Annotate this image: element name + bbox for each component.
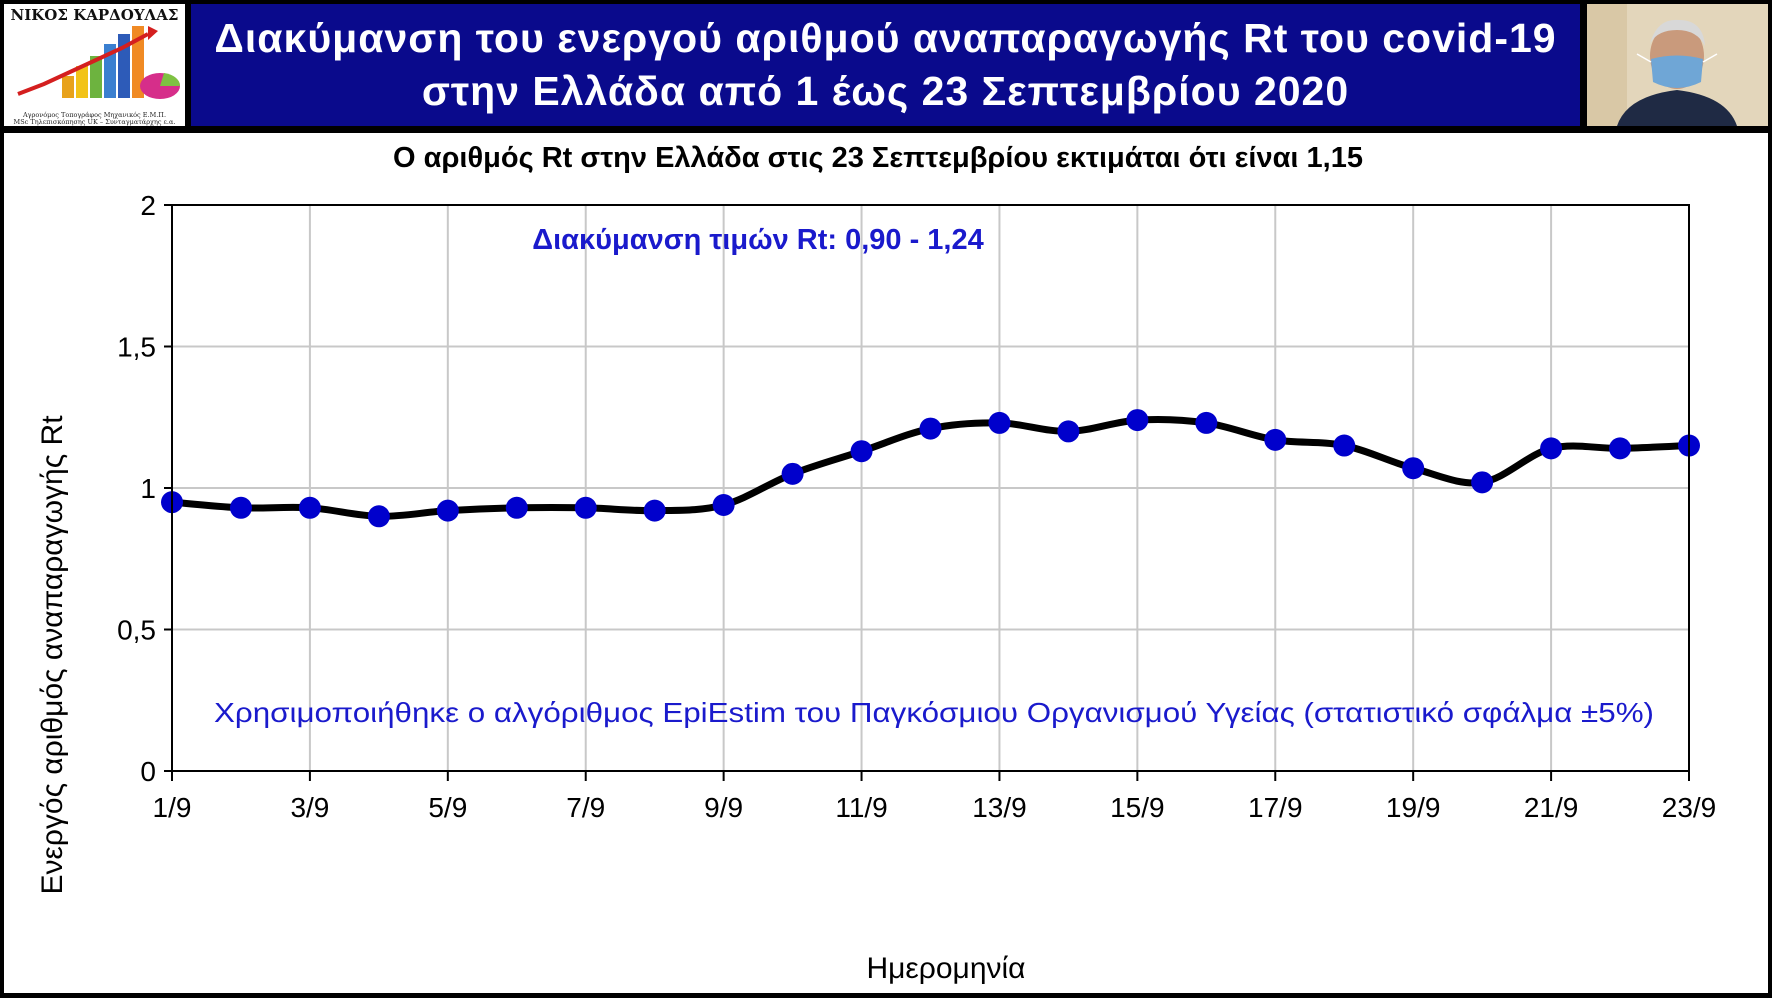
data-point: [505, 496, 528, 519]
data-point: [643, 499, 666, 522]
x-tick-label: 5/9: [428, 792, 467, 823]
data-point: [781, 462, 804, 485]
data-point: [1402, 457, 1425, 480]
y-tick-label: 2: [140, 190, 156, 221]
y-tick-label: 1: [140, 473, 156, 504]
x-tick-label: 15/9: [1110, 792, 1165, 823]
header: ΝΙΚΟΣ ΚΑΡΔΟΥΛΑΣ Αγρονόμος Τοπογράφος Μηχ…: [0, 0, 1772, 131]
data-point: [1264, 428, 1287, 451]
x-tick-label: 17/9: [1248, 792, 1303, 823]
data-point: [1471, 471, 1494, 494]
y-tick-label: 0,5: [117, 615, 156, 646]
x-axis-label: Ημερομηνία: [866, 952, 1025, 985]
logo-chart-icon: [17, 26, 181, 99]
data-point: [712, 493, 735, 516]
title-banner: Διακύμανση του ενεργού αριθμού αναπαραγω…: [191, 4, 1580, 126]
data-point: [1126, 409, 1149, 432]
data-point: [574, 496, 597, 519]
x-tick-label: 9/9: [704, 792, 743, 823]
x-tick-label: 19/9: [1386, 792, 1441, 823]
data-point: [1540, 437, 1563, 460]
x-tick-label: 3/9: [290, 792, 329, 823]
x-tick-label: 11/9: [835, 792, 887, 823]
data-point: [1057, 420, 1080, 443]
x-tick-label: 13/9: [972, 792, 1027, 823]
author-portrait-image: [1587, 4, 1768, 126]
data-point: [1333, 434, 1356, 457]
logo-name: ΝΙΚΟΣ ΚΑΡΔΟΥΛΑΣ: [10, 6, 179, 24]
data-point: [919, 417, 942, 440]
chart-title: Ο αριθμός Rt στην Ελλάδα στις 23 Σεπτεμβ…: [393, 142, 1363, 174]
y-tick-label: 0: [140, 756, 156, 787]
logo-subtitle-2: MSc Τηλεπισκόπησης UK – Συνταγματάρχης ε…: [13, 118, 176, 126]
data-point: [298, 496, 321, 519]
data-point: [1609, 437, 1632, 460]
chart-panel: Ο αριθμός Rt στην Ελλάδα στις 23 Σεπτεμβ…: [4, 133, 1768, 993]
rt-line-chart: Ο αριθμός Rt στην Ελλάδα στις 23 Σεπτεμβ…: [36, 142, 1717, 985]
data-point: [1195, 411, 1218, 434]
y-axis-label: Ενεργός αριθμός αναπαραγωγής Rt: [36, 415, 69, 895]
data-point: [229, 496, 252, 519]
page-title-line-1: Διακύμανση του ενεργού αριθμού αναπαραγω…: [214, 15, 1557, 61]
range-annotation: Διακύμανση τιμών Rt: 0,90 - 1,24: [532, 224, 983, 256]
data-point: [850, 440, 873, 463]
data-point: [988, 411, 1011, 434]
x-tick-label: 23/9: [1662, 792, 1717, 823]
x-tick-label: 21/9: [1524, 792, 1579, 823]
method-annotation: Χρησιμοποιήθηκε ο αλγόριθμος EpiEstim το…: [214, 697, 1654, 728]
x-tick-label: 7/9: [566, 792, 605, 823]
data-point: [367, 505, 390, 528]
plot-frame: [171, 204, 1690, 772]
author-logo: ΝΙΚΟΣ ΚΑΡΔΟΥΛΑΣ Αγρονόμος Τοπογράφος Μηχ…: [4, 4, 185, 126]
logo-subtitle-1: Αγρονόμος Τοπογράφος Μηχανικός Ε.Μ.Π.: [22, 111, 167, 119]
page-title-line-2: στην Ελλάδα από 1 έως 23 Σεπτεμβρίου 202…: [421, 68, 1350, 114]
data-point: [436, 499, 459, 522]
author-photo: [1587, 4, 1768, 126]
y-tick-label: 1,5: [117, 332, 156, 363]
x-tick-label: 1/9: [153, 792, 192, 823]
